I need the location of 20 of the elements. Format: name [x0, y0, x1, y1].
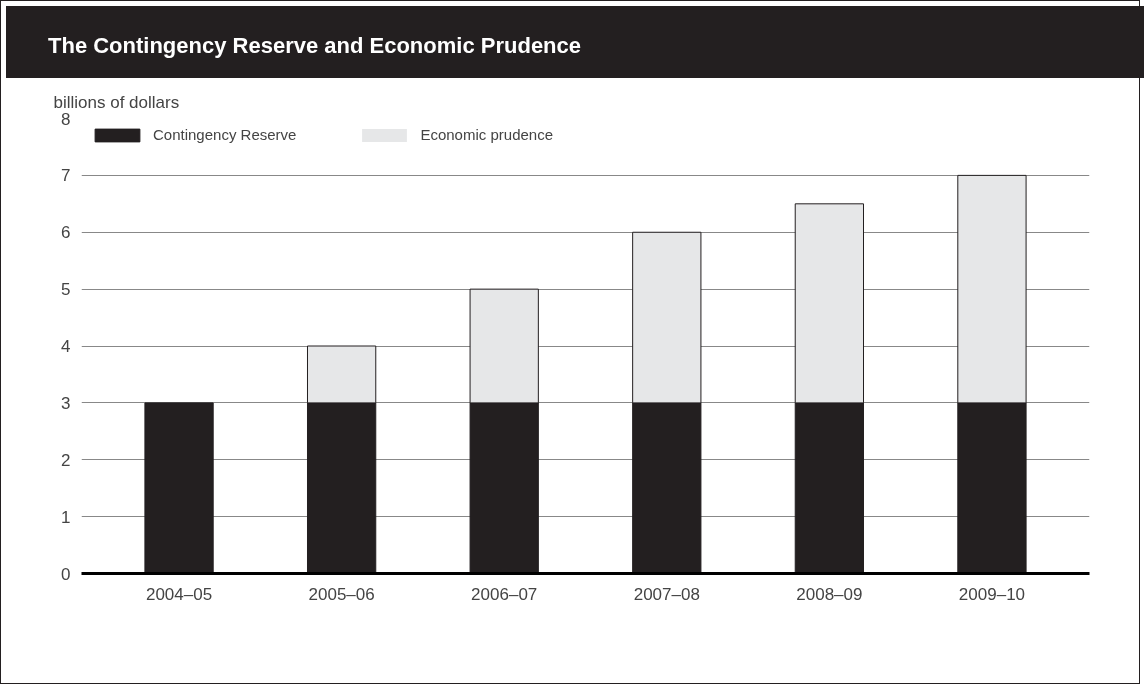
- x-tick-label: 2005–06: [308, 584, 375, 604]
- y-tick-label: 6: [61, 223, 71, 243]
- bar: [144, 402, 214, 574]
- x-tick-label: 2006–07: [471, 584, 538, 604]
- y-tick-label: 4: [61, 337, 71, 356]
- y-tick-label: 1: [61, 507, 71, 527]
- y-axis-title: billions of dollars: [53, 92, 180, 112]
- y-tick-label: 2: [61, 450, 71, 470]
- x-tick-label: 2008–09: [796, 584, 863, 604]
- y-tick-label: 5: [61, 280, 71, 300]
- y-tick-label: 3: [61, 393, 71, 413]
- x-tick-label: 2009–10: [958, 584, 1026, 604]
- y-tick-label: 0: [61, 564, 71, 584]
- x-tick-label: 2004–05: [145, 584, 213, 604]
- x-tick-label: 2007–08: [633, 584, 700, 604]
- legend-label: Economic prudence: [420, 126, 553, 143]
- legend-label: Contingency Reserve: [153, 126, 297, 143]
- y-tick-label: 7: [61, 166, 71, 186]
- chart-title: The Contingency Reserve and Economic Prudence: [48, 32, 582, 60]
- y-tick-label: 8: [61, 109, 71, 129]
